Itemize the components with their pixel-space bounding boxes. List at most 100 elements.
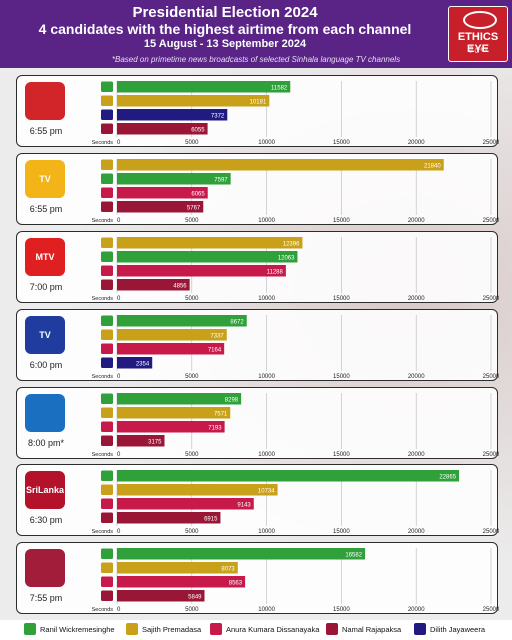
tick-label: 0 [117,218,121,223]
bar [117,470,460,482]
candidate-photo [101,329,113,340]
bar [117,484,278,496]
bar [117,357,153,369]
data-label: 12396 [283,242,300,248]
candidate-photo-icon [126,623,138,635]
itn-logo-icon: SriLanka [25,471,65,509]
tick-label: 5000 [185,218,199,223]
eye-icon [463,11,497,29]
bar [117,512,221,524]
axis-label: Seconds [92,452,114,457]
bar [117,562,238,574]
tick-label: 15000 [333,296,350,301]
candidate-photo [101,343,113,354]
candidate-photo-icon [24,623,36,635]
tick-label: 10000 [258,452,275,457]
axis-label: Seconds [92,607,114,612]
data-label: 22865 [439,475,456,481]
channel-time: 8:00 pm* [27,438,65,448]
tick-label: 0 [117,529,121,534]
bar-chart: 0 5000 10000 15000 20000 25000 Seconds 11582 101… [92,81,499,145]
bar-chart: 0 5000 10000 15000 20000 25000 Seconds 8672 7337… [92,315,499,379]
bar [117,576,246,588]
axis-label: Seconds [92,529,114,534]
bar [117,159,444,171]
page-title: Presidential Election 2024 [132,4,318,21]
data-label: 11288 [267,270,284,276]
channel-time: 6:00 pm [29,360,63,370]
candidate-photo [101,576,113,587]
bar [117,201,204,213]
tick-label: 20000 [408,452,425,457]
candidate-photo [101,512,113,523]
data-label: 16582 [345,553,362,559]
logo-subtext: ශ්‍රී ලංකා [468,47,488,53]
bar [117,590,205,602]
data-label: 11582 [271,86,288,92]
tick-label: 25000 [483,529,499,534]
candidate-photo [101,109,113,120]
tick-label: 25000 [483,296,499,301]
data-label: 10181 [250,100,267,106]
candidate-photo [101,81,113,92]
legend-label: Namal Rajapaksa [342,624,402,634]
candidate-photo [101,470,113,481]
candidate-photo [101,123,113,134]
tick-label: 0 [117,140,121,145]
legend-label: Ranil Wickremesinghe [40,624,115,634]
tick-label: 15000 [333,140,350,145]
channel-panel: SriLanka 6:30 pm 0 5000 10000 15000 20000 25000… [16,464,499,536]
tick-label: 20000 [408,140,425,145]
data-label: 10734 [258,489,275,495]
data-label: 7597 [214,178,228,184]
header: Presidential Election 2024 4 candidates … [0,0,512,68]
channel-panel: 7:55 pm 0 5000 10000 15000 20000 25000 Seconds 1… [16,542,499,614]
tick-label: 25000 [483,374,499,379]
channel-panel: MTV 7:00 pm 0 5000 10000 15000 20000 25000 Secon… [16,231,499,303]
data-label: 7571 [214,412,228,418]
hiru-sun-logo-icon: TV [25,160,65,198]
candidate-photo [101,498,113,509]
data-label: 12063 [278,256,295,262]
channel-time: 6:55 pm [29,126,63,136]
derana-logo-icon [25,82,65,120]
bar [117,393,242,405]
candidate-photo [101,421,113,432]
legend-item: Ranil Wickremesinghe [24,623,115,635]
tick-label: 15000 [333,218,350,223]
legend: Ranil Wickremesinghe Sajith Premadasa Anur… [0,620,512,640]
data-label: 3175 [148,440,162,446]
candidate-photo [101,159,113,170]
tick-label: 5000 [185,140,199,145]
data-label: 7337 [210,334,224,340]
tick-label: 25000 [483,140,499,145]
tick-label: 20000 [408,529,425,534]
bar [117,265,286,277]
data-label: 21840 [424,164,441,170]
candidate-photo-icon [210,623,222,635]
tick-label: 0 [117,296,121,301]
channel-time: 7:55 pm [29,593,63,603]
channel-panel: 6:55 pm 0 5000 10000 15000 20000 25000 Seconds 1… [16,75,499,147]
tick-label: 15000 [333,607,350,612]
data-label: 5767 [187,206,201,212]
channel-time: 7:00 pm [29,282,63,292]
candidate-photo [101,251,113,262]
bar [117,329,227,341]
axis-label: Seconds [92,140,114,145]
bar [117,421,225,433]
candidate-photo [101,484,113,495]
bar-chart: 0 5000 10000 15000 20000 25000 Seconds 21840 759… [92,159,499,223]
bar-chart: 0 5000 10000 15000 20000 25000 Seconds 16582 807… [92,548,499,612]
bar [117,251,298,263]
tick-label: 20000 [408,374,425,379]
bar [117,187,208,199]
candidate-photo [101,407,113,418]
data-label: 7372 [211,114,225,120]
candidate-photo [101,435,113,446]
bar [117,81,291,93]
legend-item: Anura Kumara Dissanayaka [210,623,319,635]
bar [117,173,231,185]
bar-chart: 0 5000 10000 15000 20000 25000 Seconds 22865 107… [92,470,499,534]
data-label: 8073 [221,567,235,573]
